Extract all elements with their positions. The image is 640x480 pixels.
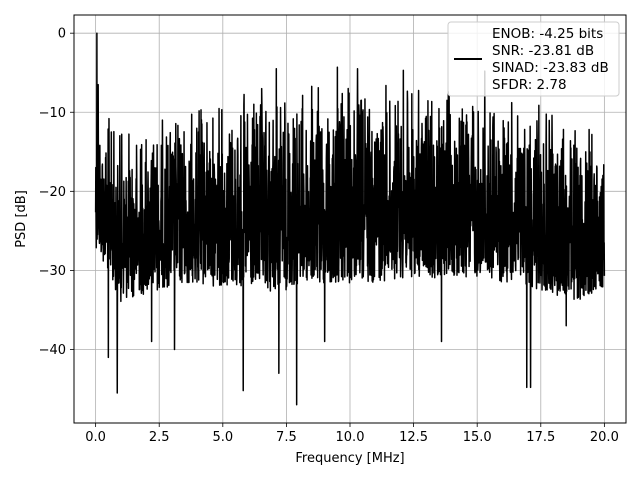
- legend-entry-sfdr: SFDR: 2.78: [492, 77, 567, 93]
- x-tick-label: 17.5: [526, 430, 555, 445]
- x-axis-label: Frequency [MHz]: [295, 451, 404, 466]
- x-tick-label: 2.5: [149, 430, 170, 445]
- y-tick-label: −20: [39, 185, 66, 200]
- x-tick-label: 7.5: [276, 430, 297, 445]
- x-tick-label: 12.5: [399, 430, 428, 445]
- y-tick-label: 0: [58, 27, 66, 42]
- legend-entry-enob: ENOB: -4.25 bits: [492, 26, 603, 42]
- legend: ENOB: -4.25 bits SNR: -23.81 dB SINAD: -…: [447, 21, 620, 97]
- x-tick-label: 0.0: [85, 430, 106, 445]
- psd-series-line: [94, 32, 606, 406]
- y-axis-ticks: 0 −10 −20 −30 −40: [39, 27, 74, 358]
- psd-series: [94, 32, 606, 406]
- legend-box: [447, 21, 620, 97]
- y-tick-label: −10: [39, 106, 66, 121]
- legend-entry-sinad: SINAD: -23.83 dB: [492, 60, 609, 76]
- legend-entry-snr: SNR: -23.81 dB: [492, 43, 594, 59]
- x-tick-label: 20.0: [590, 430, 619, 445]
- y-tick-label: −40: [39, 343, 66, 358]
- x-tick-label: 5.0: [212, 430, 233, 445]
- x-axis-ticks: 0.0 2.5 5.0 7.5 10.0 12.5 15.0 17.5 20.0: [85, 423, 619, 445]
- x-tick-label: 15.0: [463, 430, 492, 445]
- x-tick-label: 10.0: [336, 430, 365, 445]
- y-axis-label: PSD [dB]: [14, 190, 29, 248]
- y-tick-label: −30: [39, 264, 66, 279]
